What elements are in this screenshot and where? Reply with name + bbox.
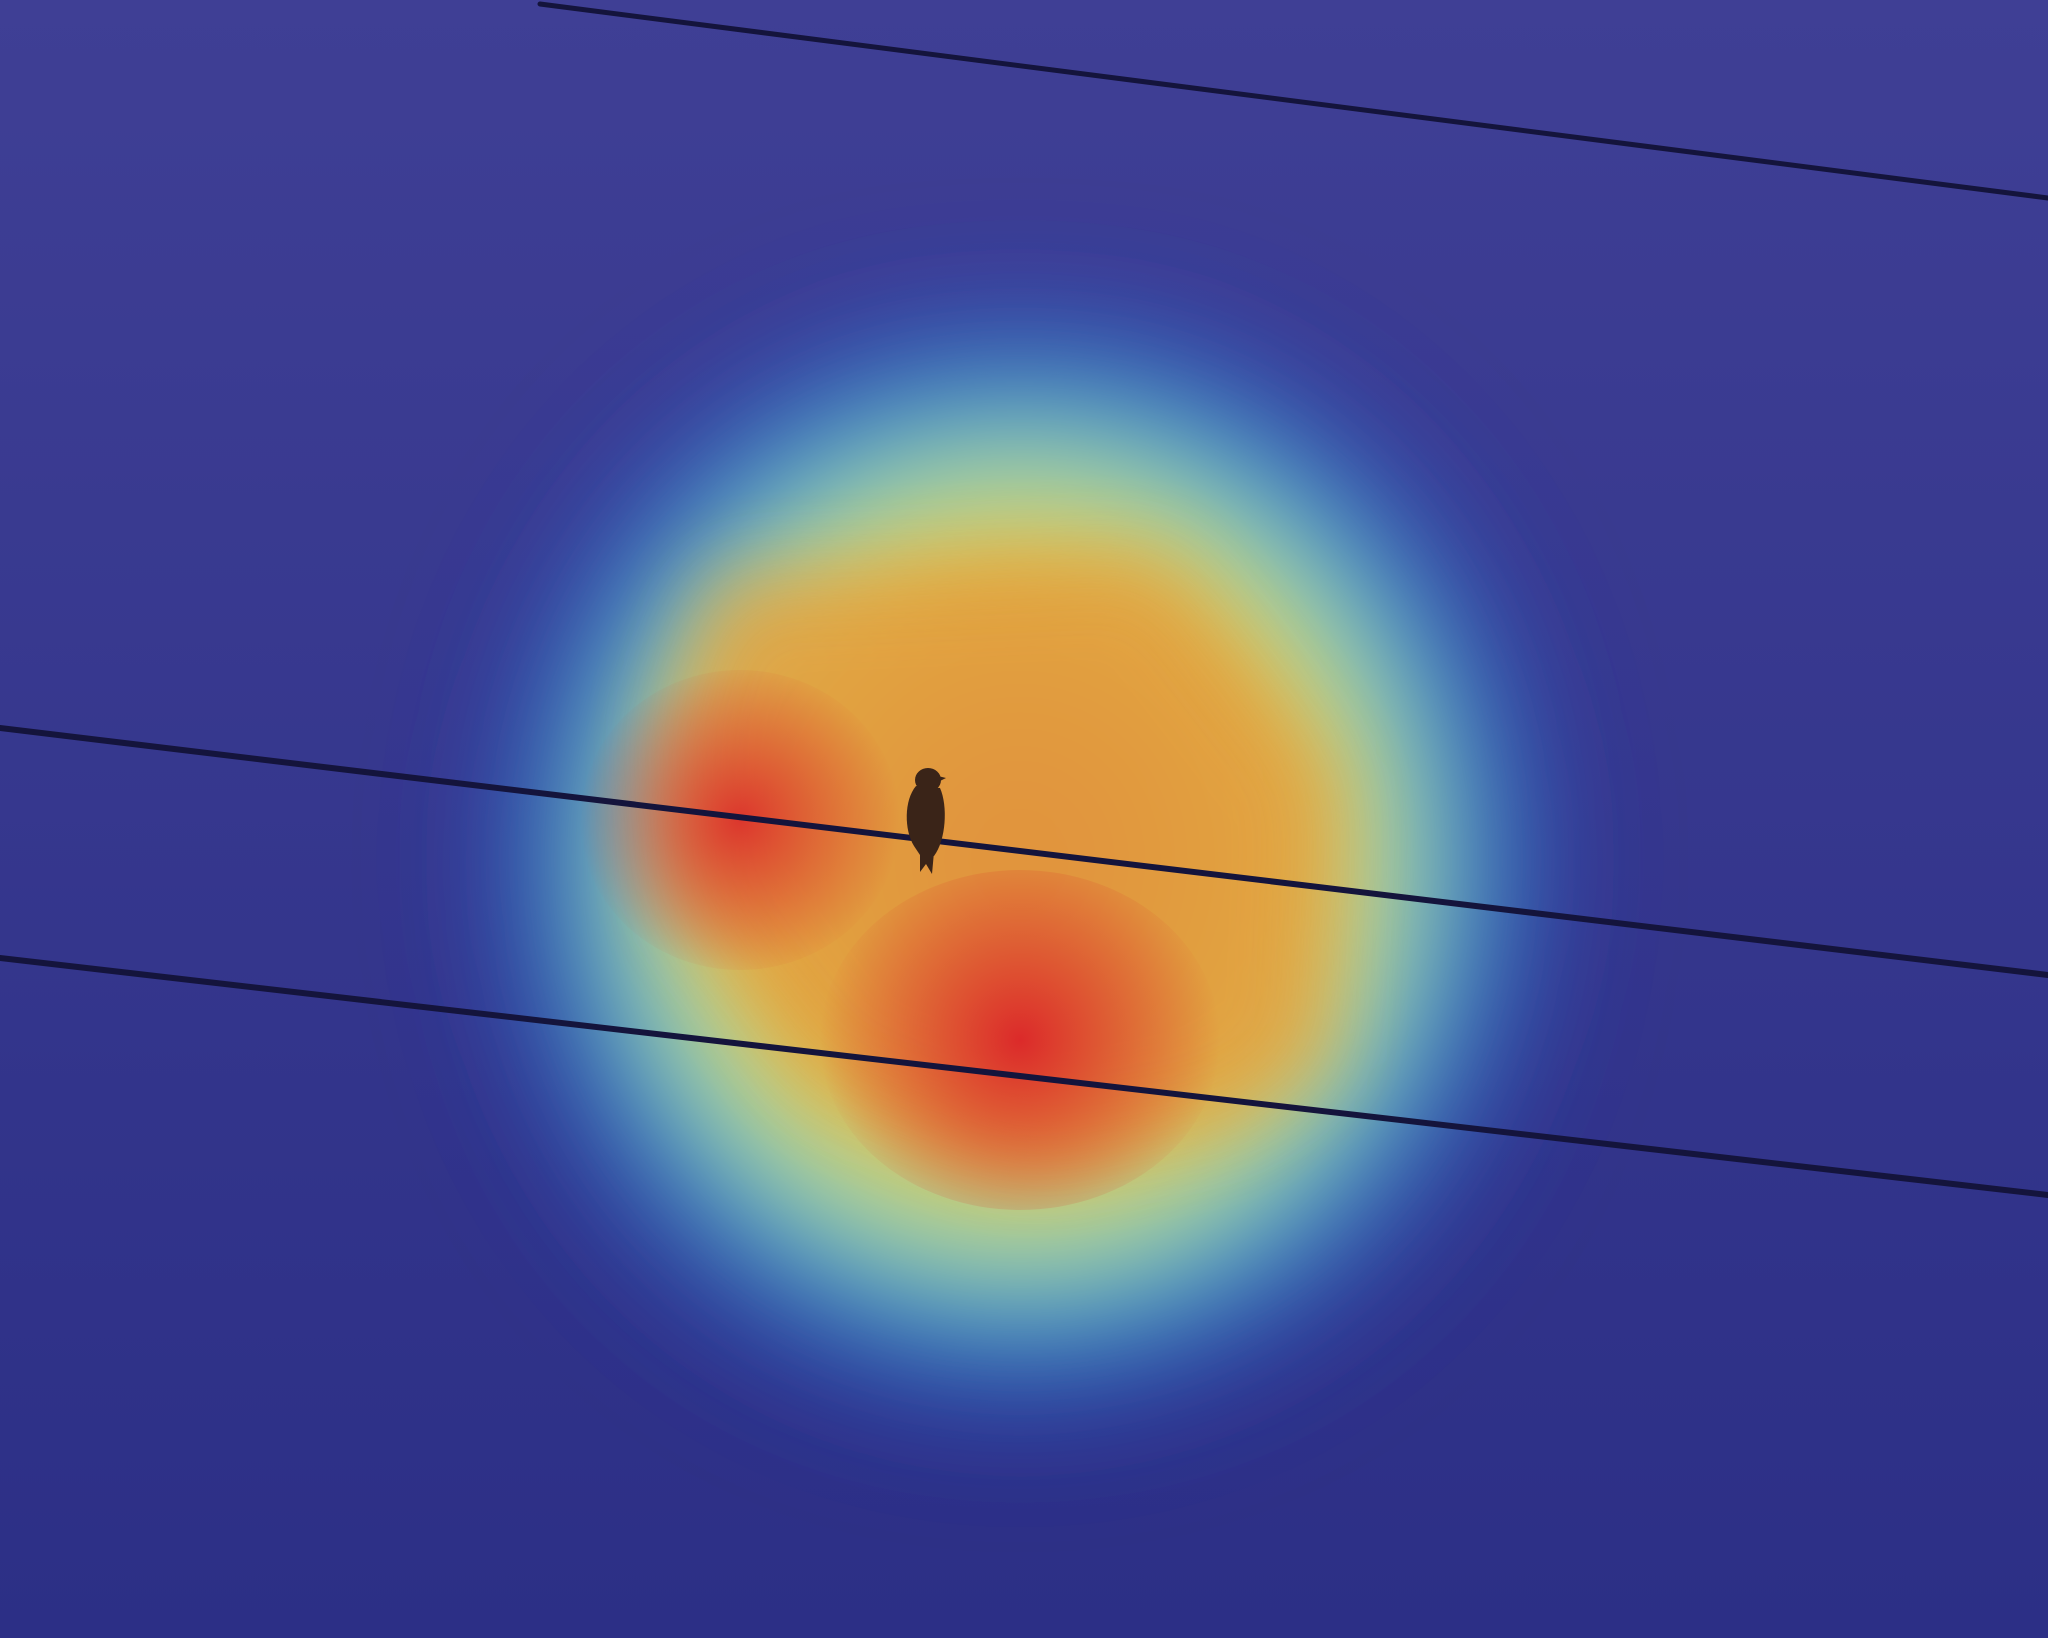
attention-heatmap (420, 340, 1620, 1460)
wire-bottom (0, 955, 2048, 1198)
bird-tail (920, 852, 934, 874)
bird-silhouette (906, 768, 946, 874)
bird-beak (938, 776, 946, 782)
power-lines (0, 1, 2048, 1198)
bird-head (915, 768, 941, 792)
wire-top (537, 1, 2048, 201)
wire-middle (0, 725, 2048, 978)
heatmap-peak-center (820, 870, 1220, 1210)
bird-body (906, 786, 945, 858)
